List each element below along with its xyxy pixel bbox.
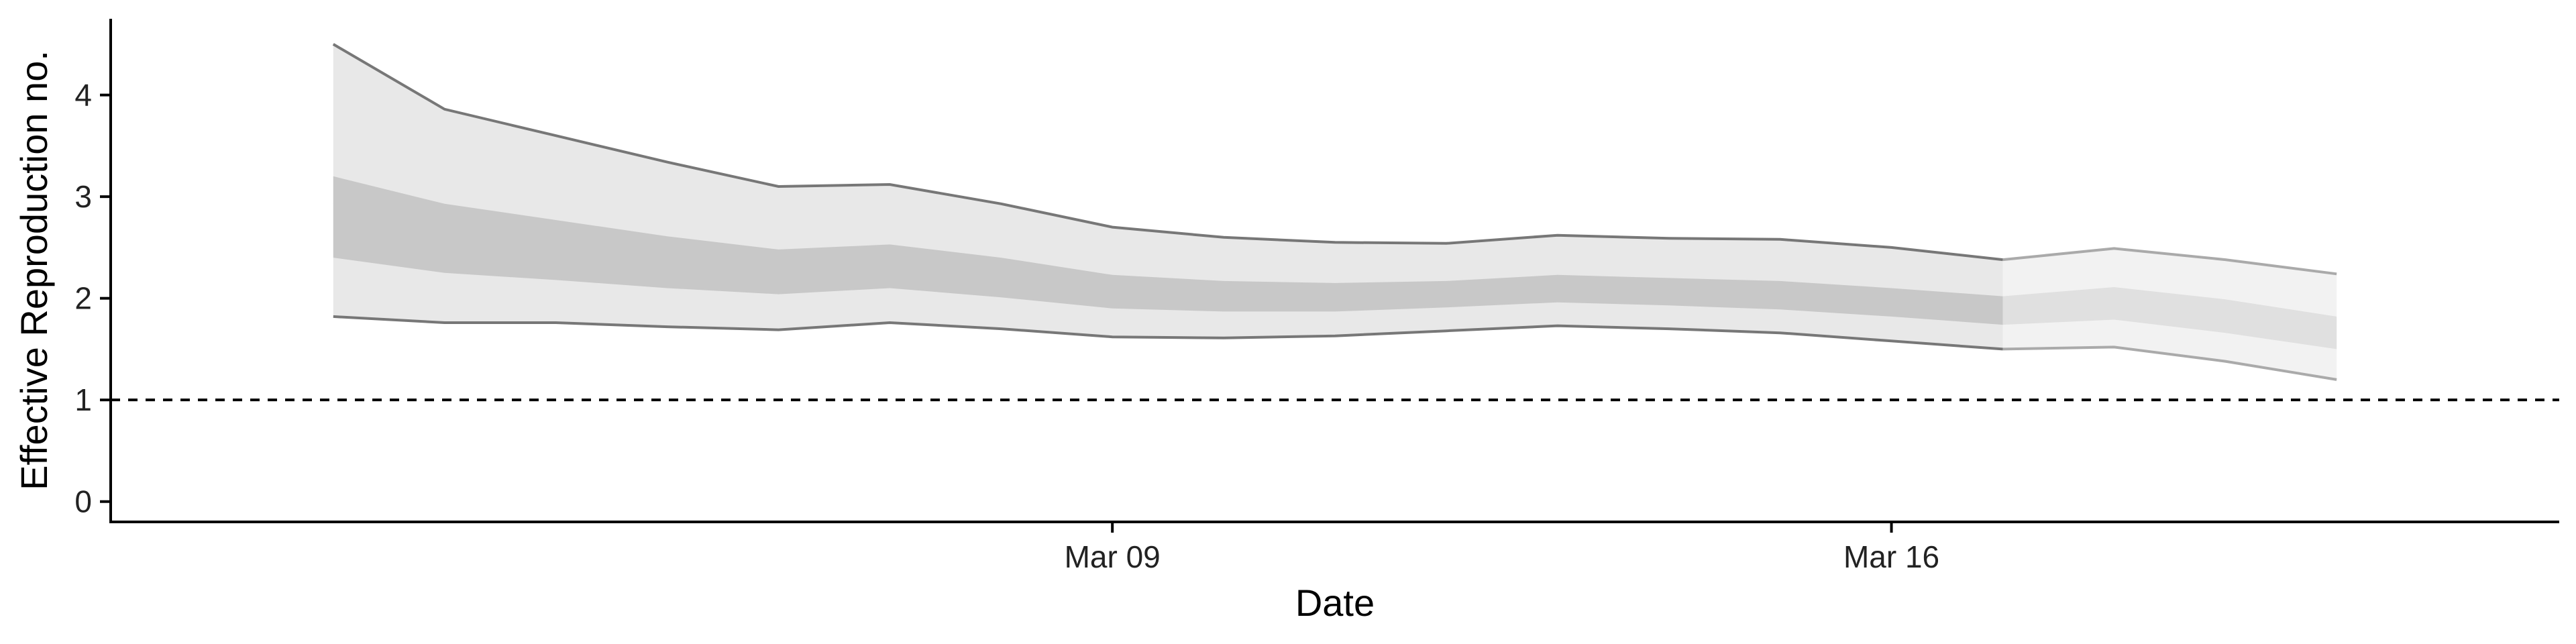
x-axis-title: Date — [1295, 582, 1375, 624]
lower-90-line-late — [2002, 345, 2337, 381]
y-tick-label: 3 — [74, 179, 92, 214]
x-tick-label: Mar 16 — [1843, 539, 1939, 574]
y-tick-label: 0 — [74, 484, 92, 519]
y-axis-title: Effective Reproduction no. — [13, 50, 55, 490]
credible-interval-bands — [333, 44, 2337, 380]
x-tick-label: Mar 09 — [1065, 539, 1161, 574]
x-axis-ticks: Mar 09 Mar 16 — [1065, 522, 1939, 574]
band-50-inner-late — [2002, 287, 2337, 350]
y-tick-label: 1 — [74, 382, 92, 417]
axes — [109, 19, 2559, 523]
band-50-inner — [333, 176, 2003, 325]
y-axis-ticks: 0 1 2 3 4 — [74, 78, 111, 519]
y-tick-label: 4 — [74, 78, 92, 113]
y-tick-label: 2 — [74, 281, 92, 316]
lower-90-line — [333, 315, 2003, 351]
upper-90-line — [332, 43, 2003, 262]
interval-edge-lines — [332, 43, 2337, 381]
upper-90-line-late — [2002, 247, 2337, 276]
